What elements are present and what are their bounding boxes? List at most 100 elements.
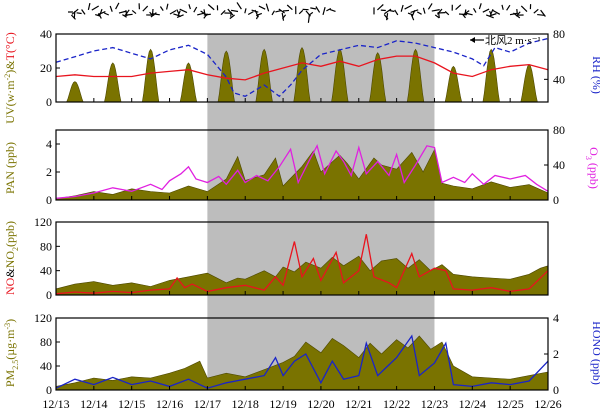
right-tick-label: 40 [553, 72, 565, 86]
left-tick-label: 40 [40, 27, 52, 41]
wind-barb [265, 3, 270, 12]
wind-barb [315, 6, 321, 13]
panel-no-no2: 0 40 80 120 [34, 215, 549, 302]
left-tick-label: 0 [46, 288, 52, 302]
wind-barb [307, 14, 310, 23]
x-tick-label: 12/20 [307, 397, 334, 411]
wind-barb [179, 8, 188, 14]
wind-barb [427, 3, 433, 10]
wind-barb [159, 6, 164, 11]
wind-barb [533, 8, 539, 14]
wind-barb [193, 6, 198, 13]
wind-barb [81, 9, 86, 15]
wind-barb [376, 4, 384, 11]
left-tick-label: 2 [46, 165, 52, 179]
wind-barb [400, 4, 404, 12]
right-tick-label: 4 [553, 311, 559, 325]
wind-barb [410, 9, 419, 13]
wind-barb [203, 9, 206, 15]
x-tick-label: 12/15 [118, 397, 145, 411]
x-tick-label: 12/18 [232, 397, 259, 411]
x-tick-label: 12/25 [496, 397, 523, 411]
wind-barb [227, 8, 234, 16]
wind-barb [203, 13, 211, 16]
wind-barb [540, 9, 546, 17]
left-tick-label: 0 [46, 383, 52, 397]
wind-barbs [68, 2, 546, 43]
x-tick-label: 12/22 [383, 397, 410, 411]
pm25-axis-label: PM2.5(µg·m-3) [3, 319, 20, 387]
series-no-line [55, 234, 549, 295]
wind-barb [255, 12, 263, 17]
x-tick-label: 12/17 [194, 397, 221, 411]
x-tick-label: 12/13 [42, 397, 69, 411]
no-no2-axis-label: NO&NO2(ppb) [3, 221, 20, 295]
x-tick-label: 12/23 [421, 397, 448, 411]
pan-axis-label: PAN (ppb) [3, 142, 17, 194]
wind-barb [501, 4, 504, 10]
highlight-period-shade [207, 34, 435, 390]
series-uv-area [56, 47, 548, 103]
wind-barb [177, 10, 181, 17]
wind-barb [416, 11, 422, 15]
panel-uv-temperature-rh: 0 20 40 40 80 [40, 27, 565, 109]
wind-barb [271, 10, 276, 16]
panel-pm25-hono: 0 40 80 120 0 2 4 [34, 311, 559, 397]
wind-barb [166, 3, 169, 10]
wind-barb [434, 14, 440, 19]
right-tick-label: 80 [553, 27, 565, 41]
wind-barb [229, 14, 235, 20]
wind-barb [506, 4, 511, 11]
right-tick-label: 40 [553, 158, 565, 172]
wind-barb [275, 10, 282, 13]
wind-barb [109, 5, 113, 12]
wind-barb [91, 5, 100, 11]
wind-barb [97, 11, 106, 16]
wind-barb [394, 9, 399, 16]
wind-barb [131, 9, 137, 15]
wind-barb [482, 8, 490, 13]
x-tick-label: 12/24 [459, 397, 486, 411]
uv-temp-axis-label: UV(w·m-2)&T(°C) [3, 32, 17, 123]
wind-barb [244, 8, 247, 14]
wind-barb [455, 4, 462, 10]
right-tick-label: 80 [553, 123, 565, 137]
wind-barb [478, 3, 482, 10]
wind-barb [207, 4, 215, 11]
wind-barb [520, 5, 528, 12]
left-tick-label: 40 [40, 359, 52, 373]
wind-barb [142, 5, 149, 12]
wind-barb [220, 9, 226, 16]
wind-barb [464, 12, 473, 16]
wind-scale-arrowhead [470, 37, 475, 43]
wind-barb [230, 11, 232, 17]
left-tick-label: 120 [34, 311, 52, 325]
wind-barb [472, 7, 477, 13]
wind-barb [258, 5, 266, 10]
wind-barb [230, 9, 239, 13]
wind-barb [281, 12, 285, 21]
wind-barb [404, 4, 412, 10]
hono-axis-label: HONO (ppb) [590, 321, 600, 385]
wind-barb [489, 9, 494, 15]
left-tick-label: 120 [34, 215, 52, 229]
wind-barb [464, 9, 467, 16]
wind-barb [308, 11, 314, 16]
wind-barb [70, 14, 76, 20]
wind-barb [99, 8, 103, 16]
wind-barb [247, 11, 254, 16]
series-pm2-5-area [55, 335, 549, 391]
x-tick-label: 12/21 [345, 397, 372, 411]
wind-barb [150, 12, 157, 18]
wind-barb [282, 14, 287, 20]
left-tick-label: 4 [46, 137, 52, 151]
wind-barb [492, 9, 501, 15]
right-tick-label: 2 [553, 347, 559, 361]
wind-barb [188, 4, 191, 10]
wind-barb [329, 8, 336, 12]
wind-barb [431, 9, 440, 12]
wind-barb [537, 13, 545, 16]
wind-barb [103, 12, 110, 16]
